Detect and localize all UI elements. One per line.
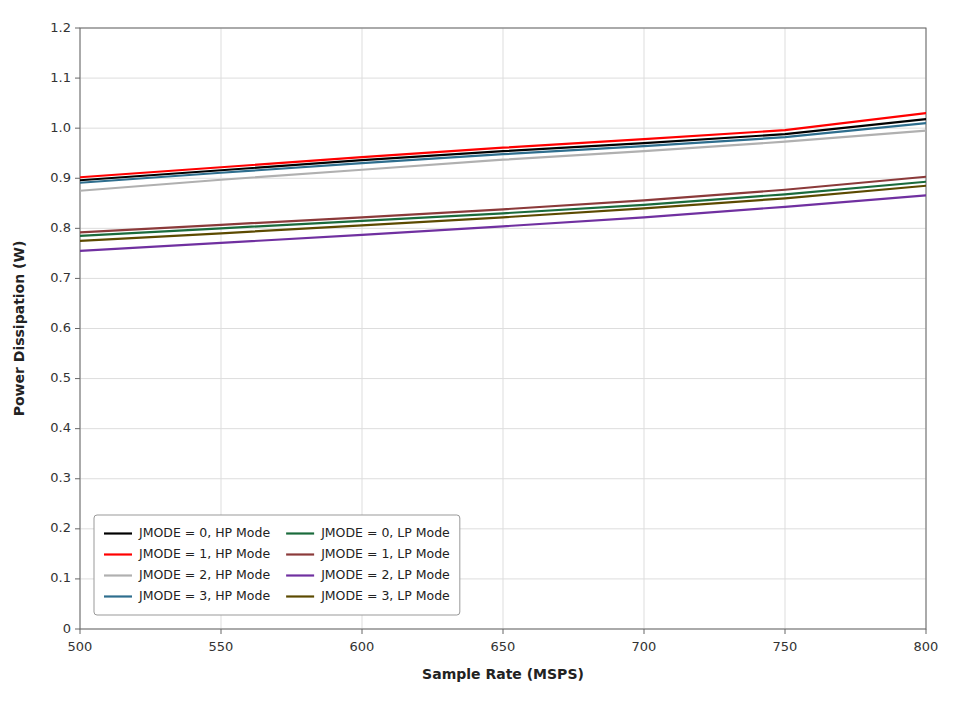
- x-tick: [926, 629, 927, 634]
- y-tick-label: 1.0: [50, 120, 71, 135]
- series-line: [80, 195, 926, 251]
- legend-swatch: [286, 553, 314, 555]
- x-tick: [362, 629, 363, 634]
- axes: 0 0.1 0.2 0.3 0.4 0.5 0.6 0.7 0.8 0.9 1.0 1.1 1.2 500…: [11, 20, 938, 683]
- legend-label: JMODE = 3, LP Mode: [320, 588, 450, 603]
- legend-label: JMODE = 3, HP Mode: [138, 588, 270, 603]
- y-tick-label: 1.1: [50, 70, 71, 85]
- y-tick: [75, 228, 80, 229]
- y-tick-label: 0: [63, 621, 71, 636]
- y-tick: [75, 178, 80, 179]
- x-tick-label: 800: [914, 639, 939, 654]
- y-tick-label: 0.3: [50, 470, 71, 485]
- series-line: [80, 131, 926, 191]
- x-tick: [644, 629, 645, 634]
- legend-swatch: [286, 595, 314, 597]
- y-tick-label: 0.6: [50, 320, 71, 335]
- legend-item: JMODE = 1, LP Mode: [286, 546, 450, 561]
- y-tick: [75, 78, 80, 79]
- x-tick-label: 650: [491, 639, 516, 654]
- y-tick-label: 0.8: [50, 220, 71, 235]
- y-tick: [75, 478, 80, 479]
- x-tick-label: 500: [68, 639, 93, 654]
- legend: JMODE = 0, HP Mode JMODE = 1, HP Mode JMOD…: [94, 515, 460, 615]
- x-tick-label: 550: [209, 639, 234, 654]
- legend-label: JMODE = 2, LP Mode: [320, 567, 450, 582]
- legend-item: JMODE = 0, LP Mode: [286, 525, 450, 540]
- legend-label: JMODE = 0, HP Mode: [138, 525, 270, 540]
- series-line: [80, 123, 926, 183]
- y-tick: [75, 578, 80, 579]
- y-tick: [75, 28, 80, 29]
- legend-swatch: [104, 595, 132, 597]
- x-grid-line: [644, 28, 645, 629]
- legend-swatch: [104, 574, 132, 576]
- legend-swatch: [286, 574, 314, 576]
- y-tick: [75, 278, 80, 279]
- y-tick: [75, 328, 80, 329]
- series-line: [80, 186, 926, 241]
- legend-label: JMODE = 0, LP Mode: [320, 525, 450, 540]
- legend-label: JMODE = 2, HP Mode: [138, 567, 270, 582]
- legend-swatch: [104, 553, 132, 555]
- legend-item: JMODE = 0, HP Mode: [104, 525, 270, 540]
- lines: [80, 113, 926, 251]
- x-tick: [221, 629, 222, 634]
- x-tick-label: 600: [350, 639, 375, 654]
- plot-frame: [80, 28, 926, 629]
- x-grid-line: [503, 28, 504, 629]
- y-tick-label: 0.1: [50, 570, 71, 585]
- y-tick-label: 0.7: [50, 270, 71, 285]
- legend-item: JMODE = 1, HP Mode: [104, 546, 270, 561]
- x-tick: [785, 629, 786, 634]
- x-tick-label: 750: [773, 639, 798, 654]
- legend-item: JMODE = 3, HP Mode: [104, 588, 270, 603]
- x-tick: [80, 629, 81, 634]
- legend-swatch: [286, 532, 314, 534]
- y-tick-label: 0.2: [50, 520, 71, 535]
- x-axis-title: Sample Rate (MSPS): [422, 666, 584, 682]
- x-tick: [503, 629, 504, 634]
- legend-box: [94, 515, 460, 615]
- y-tick: [75, 528, 80, 529]
- legend-swatch: [104, 532, 132, 534]
- y-tick-label: 0.9: [50, 170, 71, 185]
- y-tick: [75, 629, 80, 630]
- y-tick: [75, 428, 80, 429]
- grid: [80, 28, 926, 629]
- x-tick-label: 700: [632, 639, 657, 654]
- y-tick: [75, 128, 80, 129]
- y-tick-label: 0.5: [50, 370, 71, 385]
- legend-label: JMODE = 1, LP Mode: [320, 546, 450, 561]
- legend-item: JMODE = 2, LP Mode: [286, 567, 450, 582]
- x-grid-line: [785, 28, 786, 629]
- legend-item: JMODE = 2, HP Mode: [104, 567, 270, 582]
- plot-background: [80, 28, 926, 629]
- y-tick-label: 1.2: [50, 20, 71, 35]
- y-tick: [75, 378, 80, 379]
- y-axis-title: Power Dissipation (W): [11, 241, 27, 417]
- chart: 0 0.1 0.2 0.3 0.4 0.5 0.6 0.7 0.8 0.9 1.0 1.1 1.2 500…: [0, 0, 956, 701]
- y-tick-label: 0.4: [50, 420, 71, 435]
- series-line: [80, 113, 926, 177]
- legend-label: JMODE = 1, HP Mode: [138, 546, 270, 561]
- legend-item: JMODE = 3, LP Mode: [286, 588, 450, 603]
